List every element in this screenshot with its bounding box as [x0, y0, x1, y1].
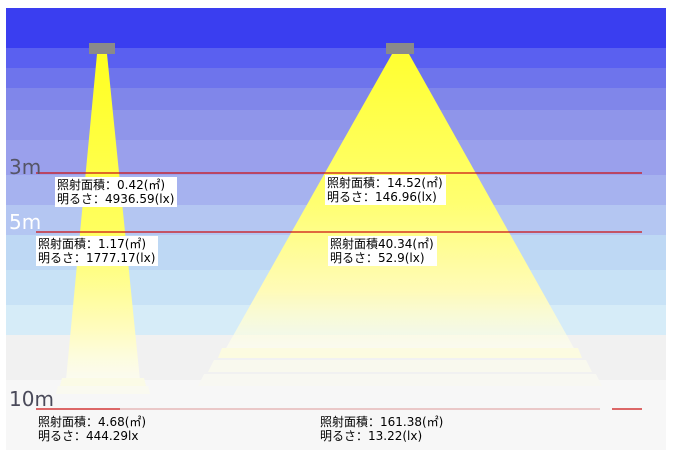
wide-beam-base [218, 348, 582, 358]
wide-reading-10m: 照射面積：161.38(㎡) 明るさ：13.22(lx) [318, 414, 446, 444]
narrow-fixture-icon [89, 43, 115, 54]
narrow-beam-base [60, 378, 146, 386]
narrow-area-5m: 照射面積：1.17(㎡) [38, 237, 147, 251]
narrow-brightness-3m: 明るさ：4936.59(lx) [57, 192, 175, 206]
narrow-brightness-5m: 明るさ：1777.17(lx) [38, 251, 156, 265]
narrow-reading-5m: 照射面積：1.17(㎡) 明るさ：1777.17(lx) [36, 236, 159, 266]
distance-label-3m: 3m [9, 155, 42, 179]
narrow-reading-10m: 照射面積：4.68(㎡) 明るさ：444.29lx [36, 414, 149, 444]
wide-fixture-icon [386, 43, 414, 54]
narrow-brightness-10m: 明るさ：444.29lx [38, 429, 139, 443]
distance-lines [36, 172, 642, 410]
narrow-area-3m: 照射面積：0.42(㎡) [57, 178, 166, 192]
distance-label-10m: 10m [9, 387, 54, 411]
wide-brightness-5m: 明るさ：52.9(lx) [330, 251, 425, 265]
wide-brightness-10m: 明るさ：13.22(lx) [320, 429, 423, 443]
distance-label-5m: 5m [9, 210, 42, 234]
narrow-area-10m: 照射面積：4.68(㎡) [38, 415, 147, 429]
narrow-reading-3m: 照射面積：0.42(㎡) 明るさ：4936.59(lx) [55, 177, 178, 207]
narrow-beam [56, 43, 150, 394]
wide-brightness-3m: 明るさ：146.96(lx) [327, 190, 437, 204]
wide-reading-3m: 照射面積：14.52(㎡) 明るさ：146.96(lx) [325, 175, 446, 205]
wide-area-5m: 照射面積40.34(㎡) [330, 237, 434, 251]
wide-area-10m: 照射面積：161.38(㎡) [320, 415, 444, 429]
wide-area-3m: 照射面積：14.52(㎡) [327, 176, 443, 190]
wide-reading-5m: 照射面積40.34(㎡) 明るさ：52.9(lx) [328, 236, 437, 266]
narrow-light-cone [66, 54, 140, 380]
